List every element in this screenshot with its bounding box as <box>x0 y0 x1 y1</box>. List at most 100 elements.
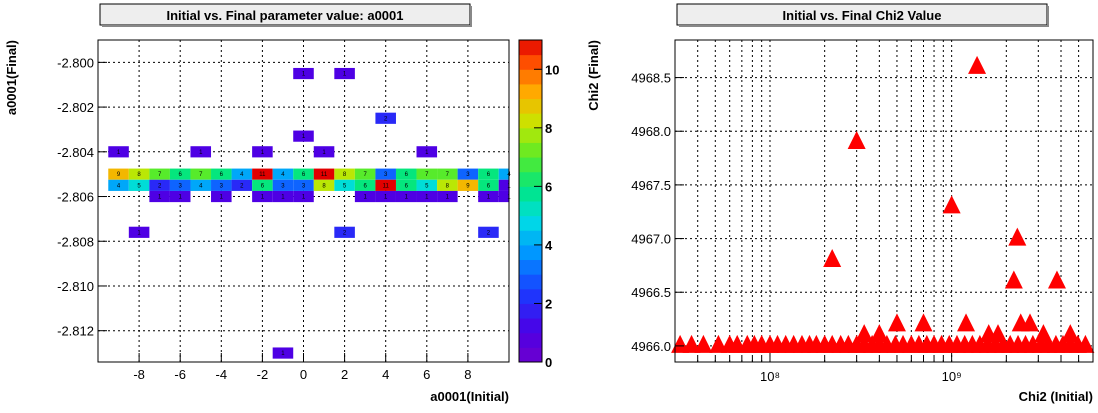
colorbar-frame <box>518 39 543 363</box>
heatmap-cell-label: 1 <box>220 195 224 201</box>
scatter-point <box>1047 270 1066 289</box>
heatmap-cell <box>416 190 438 203</box>
heatmap-y-axis-label: a0001(Final) <box>4 40 19 115</box>
heatmap-cell-label: 1 <box>405 195 409 201</box>
colorbar-segment <box>519 230 542 246</box>
scatter-ticks: 10⁸ 10⁹ 4966.0 4966.5 4967.0 4967.5 4968.0 4968… <box>631 71 1094 384</box>
colorbar-segment <box>519 288 542 304</box>
scatter-point <box>694 334 713 353</box>
heatmap-cell <box>498 168 509 180</box>
scatter-point <box>887 313 906 332</box>
heatmap-cell-label: 1 <box>425 195 429 201</box>
heatmap-cell-label: 9 <box>117 172 121 178</box>
heatmap-cell-label: 6 <box>363 183 367 189</box>
scatter-point <box>914 313 933 332</box>
heatmap-cell <box>416 146 438 158</box>
heatmap-cell-label: 1 <box>322 150 326 156</box>
scatter-point <box>942 195 961 214</box>
heatmap-cell-label: 1 <box>199 150 203 156</box>
scatter-point <box>709 334 728 353</box>
heatmap-cell <box>293 190 314 203</box>
heatmap-x-tick-label: -4 <box>216 367 228 382</box>
heatmap-y-tick-label: -2.802 <box>57 100 94 115</box>
colorbar-segment <box>519 201 542 217</box>
scatter-y-tick-label: 4966.0 <box>631 339 671 354</box>
heatmap-x-tick-label: -6 <box>174 367 186 382</box>
heatmap-cell <box>478 190 499 203</box>
heatmap-cell <box>128 179 150 191</box>
heatmap-y-tick-label: -2.800 <box>57 55 94 70</box>
heatmap-cell-label: 1 <box>117 150 121 156</box>
heatmap-cell <box>313 146 335 158</box>
heatmap-cell <box>128 168 150 180</box>
heatmap-cell <box>416 168 438 180</box>
heatmap-cell-label: 8 <box>446 183 450 189</box>
heatmap-cell <box>108 179 129 191</box>
heatmap-cell <box>211 190 232 203</box>
heatmap-cell <box>354 190 376 203</box>
heatmap-cell-label: 1 <box>281 195 285 201</box>
scatter-x-axis-label: Chi2 (Initial) <box>1019 389 1093 404</box>
heatmap-cell-label: 6 <box>487 172 491 178</box>
heatmap-y-tick-label: -2.812 <box>57 324 94 339</box>
heatmap-cell <box>437 179 458 191</box>
scatter-points <box>671 55 1095 353</box>
heatmap-cell-label: 7 <box>158 172 162 178</box>
colorbar-segment <box>519 83 542 100</box>
heatmap-cell-label: 6 <box>487 183 491 189</box>
heatmap-cell-label: 7 <box>446 172 450 178</box>
heatmap-cell-label: 8 <box>343 172 347 178</box>
colorbar-tick-label: 0 <box>545 355 552 370</box>
heatmap-cell-label: 8 <box>137 172 141 178</box>
heatmap-cell-label: 6 <box>302 172 306 178</box>
heatmap-x-tick-label: 4 <box>382 367 389 382</box>
heatmap-cell-label: 4 <box>117 183 121 189</box>
scatter-point <box>855 324 874 343</box>
heatmap-cell-label: 1 <box>487 195 491 201</box>
scatter-y-tick-label: 4966.5 <box>631 285 671 300</box>
heatmap-cell-label: 6 <box>405 183 409 189</box>
heatmap-cell <box>190 146 212 158</box>
heatmap-cell <box>169 168 191 180</box>
colorbar-segment <box>519 98 542 114</box>
heatmap-cell <box>416 179 438 191</box>
heatmap-cell <box>293 179 314 191</box>
heatmap-x-tick-label: 6 <box>423 367 430 382</box>
colorbar-segment <box>519 318 542 334</box>
heatmap-cell <box>272 168 294 180</box>
heatmap-cell-label: 3 <box>384 172 388 178</box>
colorbar-segment <box>519 303 542 319</box>
heatmap-cell-label: 2 <box>343 230 347 236</box>
heatmap-cell <box>375 168 396 180</box>
heatmap-cell-label: 3 <box>302 183 306 189</box>
heatmap-cell <box>108 146 129 158</box>
heatmap-x-axis-label: a0001(Initial) <box>430 389 509 404</box>
heatmap-cell-label: 4 <box>281 172 285 178</box>
scatter-point <box>1061 324 1080 343</box>
heatmap-cell <box>334 168 355 180</box>
heatmap-cell <box>498 179 509 191</box>
colorbar-segment <box>519 347 542 363</box>
scatter-y-tick-label: 4968.5 <box>631 71 671 86</box>
scatter-point <box>682 334 701 353</box>
heatmap-cell-label: 7 <box>425 172 429 178</box>
heatmap-cell <box>149 179 170 191</box>
heatmap-cell-label: 5 <box>425 183 429 189</box>
heatmap-cell <box>252 146 273 158</box>
heatmap-cells: 9 8 7 6 7 6 4 11 4 6 11 8 7 3 6 7 7 3 6 44 5 2 3 4 3 2 6 3 3 8 5 6 11 6 5 8… <box>108 67 511 359</box>
heatmap-cell-label: 1 <box>281 351 285 357</box>
heatmap-cell <box>437 190 458 203</box>
heatmap-cell-label: 2 <box>158 183 162 189</box>
heatmap-cell <box>252 190 273 203</box>
colorbar-tick-label: 8 <box>545 121 552 136</box>
heatmap-cell <box>190 179 212 191</box>
heatmap-cell-label: 3 <box>281 183 285 189</box>
heatmap-cell <box>395 168 417 180</box>
scatter-point <box>968 55 987 74</box>
heatmap-x-tick-label: -8 <box>133 367 145 382</box>
heatmap-title-box: Initial vs. Final parameter value: a0001 <box>99 3 472 27</box>
heatmap-x-tick-label: 8 <box>464 367 471 382</box>
heatmap-cell <box>252 179 273 191</box>
heatmap-cell-label: 1 <box>425 150 429 156</box>
